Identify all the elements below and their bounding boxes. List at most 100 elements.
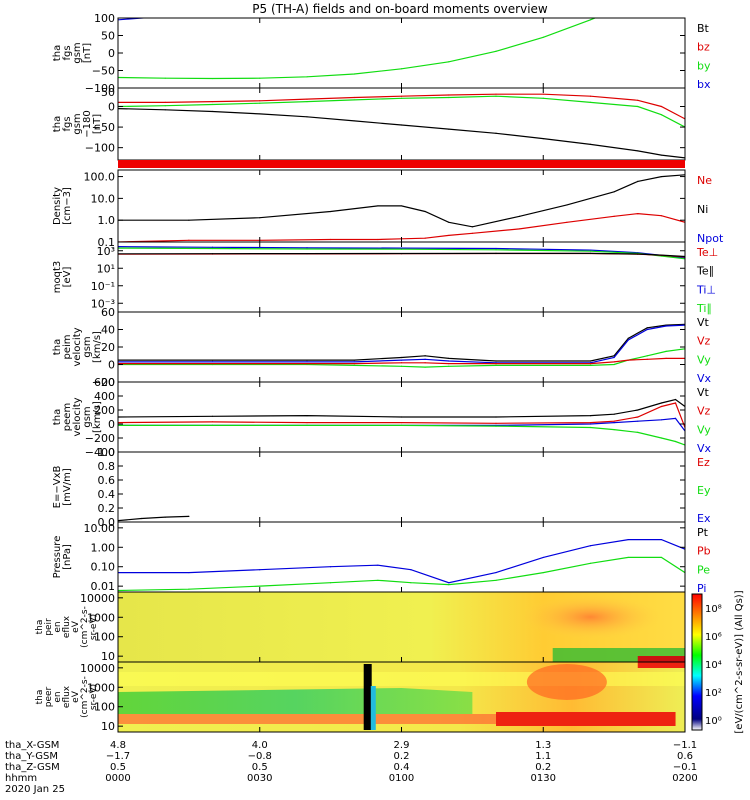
panel-5-series-2-point [637,420,639,422]
panel-4-series-0-point [627,337,629,339]
panel-4-series-0-point [306,359,308,361]
legend-entry: by [697,59,711,72]
panel-2-series-1-point [637,213,639,215]
panel-5-ylabel: thapeemvelocitygsm[km/s] [52,397,103,436]
panel-4-series-3-point [424,362,426,364]
panel-5-series-3-point [211,424,214,426]
time-axis-row-label: 2020 Jan 25 [5,784,65,795]
ytick-label: 100 [94,701,115,714]
panel-4-series-0-point [589,360,592,362]
panel-1-series-2-point [306,100,308,103]
panel-1: 0 −50 −100 50 thafgsgsm−180[nT] [52,86,723,161]
panel-2-series-1-point [448,234,450,237]
time-axis-value: 0.2 [394,751,410,762]
panel-1-series-0-point [259,113,261,115]
legend-entry: Ey [697,484,711,497]
panel-3-ylabel: moqt3[eV] [52,261,73,294]
status-bar [118,160,685,168]
ylabel-line: Pressure [52,536,63,579]
legend-entry: Ni [697,203,708,216]
panel-1-series-1-point [660,105,662,108]
panel-2-series-1-point [519,228,521,230]
panel-4-series-2-point [646,355,648,357]
panel-2-series-0-point [400,205,403,207]
panel-4-series-3-point [732,363,733,364]
panel-3-series-3-point [589,252,592,254]
legend-entry: Vt [697,386,710,399]
ylabel-line: fgs [62,45,73,60]
ytick-label: 10.00 [84,522,116,535]
ytick-label: −200 [85,432,115,445]
panel-4-series-0-point [353,359,355,361]
panel-0: 100 50 0 −50 −100 thafgsgsm[nT] Bt bz by bx [52,12,711,95]
spectrogram-gap-fill [370,686,376,730]
time-axis-row-label: hhmm [5,773,37,784]
panel-2-series-0-point [613,191,615,193]
panel-3-series-line-3 [118,252,685,258]
time-axis-row-label: tha_Z-GSM [5,762,60,773]
panel-3-series-0-point [732,245,733,246]
panel-7-series-1-point [732,568,733,569]
ytick-label: 10¹ [97,262,115,275]
panel-5-series-0-point [708,399,709,400]
panel-4-series-0-point [495,360,497,362]
spectrogram-gap [363,664,372,730]
time-axis-value: 0130 [531,773,556,784]
panel-7-series-0-point [377,564,379,566]
legend-entry: Pe [697,563,710,576]
ytick-label: 1000 [87,681,115,694]
panel-2: 100.0 10.0 1.0 0.1 Density[cm−3] Ne Ni Npot [52,169,724,249]
panel-7-series-0-point [330,566,332,568]
panel-7-series-1-point [495,579,497,581]
time-axis-value: −1.1 [673,740,697,751]
panel-3-series-1-point [495,249,497,251]
panel-5-series-0-point [211,415,214,417]
panel-3-series-0-point [211,246,214,248]
panel-3: 10³ 10¹ 10⁻¹ 10⁻³ moqt3[eV] Te⊥ Te∥ Ti⊥ Ti∥ [52,241,733,315]
panel-1-series-0-point [400,124,403,126]
spectrogram-mid-band [118,688,473,714]
panel-4-series-3-point [665,357,667,359]
panel-5-series-2-point [589,423,592,425]
panel-4-series-1-point [306,361,308,363]
panel-5-series-0-point [400,416,403,418]
panel-4-series-1-point [613,356,615,359]
panel-1-series-2-point [722,131,723,132]
panel-7-series-0-point [627,538,629,541]
panel-4-series-0-point [211,359,214,361]
ylabel-line: gsm [72,42,83,63]
panel-1-series-line-0 [118,108,685,159]
legend-entry: Ti⊥ [696,283,716,296]
ylabel-line: peem [62,403,73,431]
panel-3-series-1-point [732,246,733,247]
panel-4-series-2-point [665,350,667,352]
panel-3-series-3-point [732,251,733,252]
panel-5-series-3-point [589,426,592,429]
panel-4-series-3-point [646,358,648,360]
panel-4-series-1-point [211,361,214,363]
ylabel-line: eflux [62,685,72,708]
panel-0-series-0-point [589,19,592,21]
panel-5-series-1-point [211,421,214,423]
panel-3-series-line-1 [118,247,685,260]
panel-1-series-2-point [400,97,403,99]
spectrogram-1: 10000100010010thapeerenefluxeV(cm^2-s-sr… [35,661,686,733]
panel-1-series-1-point [353,96,355,99]
panel-4-series-2-point [400,365,403,367]
panel-6-series-line-0 [118,515,189,522]
legend-entry: Vt [697,316,710,329]
panel-5-series-1-point [589,422,592,424]
ylabel-line: moqt3 [52,261,63,294]
panel-7-series-0-point [732,550,733,551]
panel-5-series-0-point [722,409,723,410]
panel-3-series-3-point [400,252,403,255]
panel-7-series-1-point [259,585,261,587]
ylabel-line: fgs [62,116,73,131]
panel-3-frame [117,241,686,313]
panel-1-series-1-point [400,95,403,97]
time-axis-value: 0100 [389,773,414,784]
spectrogram-lower-band [118,714,534,724]
ytick-label: 50 [101,30,115,43]
panel-5-series-1-point [722,416,723,417]
